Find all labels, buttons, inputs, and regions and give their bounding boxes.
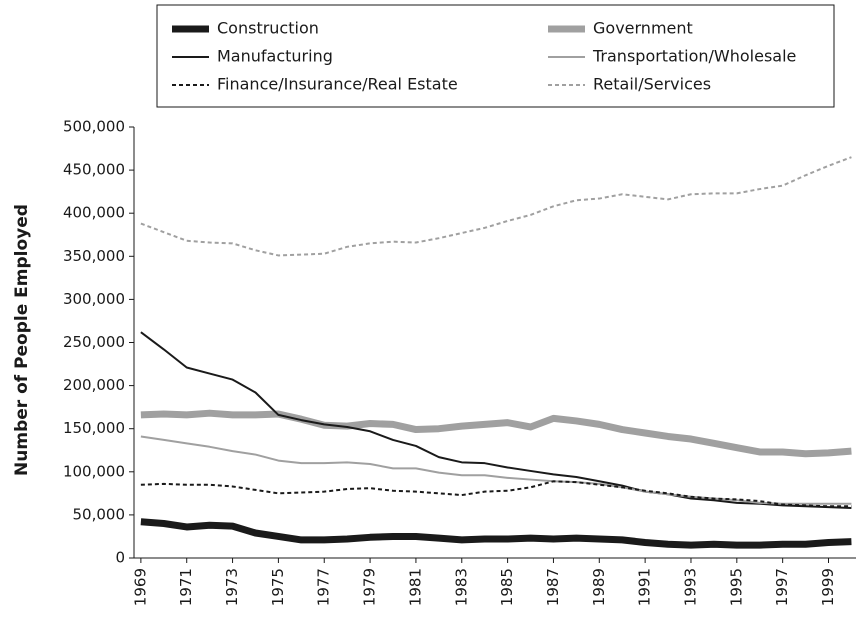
series-line <box>140 156 852 257</box>
x-tick-label: 1993 <box>681 568 699 606</box>
x-tick-label: 1991 <box>636 568 654 606</box>
y-axis-label: Number of People Employed <box>12 204 32 476</box>
legend-label: Finance/Insurance/Real Estate <box>217 75 458 94</box>
x-tick-label: 1977 <box>315 568 333 606</box>
x-tick-label: 1979 <box>361 568 379 606</box>
legend-label: Manufacturing <box>217 47 333 66</box>
series-line <box>140 331 852 509</box>
x-tick-label: 1981 <box>406 568 424 606</box>
y-tick-label: 500,000 <box>63 118 125 136</box>
x-tick-label: 1999 <box>819 568 837 606</box>
series-line <box>140 480 852 508</box>
legend-label: Government <box>593 19 693 38</box>
x-tick-label: 1985 <box>498 568 516 606</box>
legend-label: Retail/Services <box>593 75 711 94</box>
y-tick-label: 450,000 <box>63 161 125 179</box>
legend-label: Construction <box>217 19 319 38</box>
y-tick-label: 100,000 <box>63 462 125 480</box>
x-tick-label: 1973 <box>223 568 241 606</box>
x-tick-label: 1983 <box>452 568 470 606</box>
y-tick-label: 150,000 <box>63 419 125 437</box>
x-tick-label: 1995 <box>727 568 745 606</box>
x-tick-label: 1987 <box>544 568 562 606</box>
x-tick-label: 1969 <box>131 568 149 606</box>
legend-box <box>156 4 835 108</box>
legend-label: Transportation/Wholesale <box>592 47 796 66</box>
x-tick-label: 1997 <box>773 568 791 606</box>
series-line <box>140 409 852 458</box>
x-tick-label: 1971 <box>177 568 195 606</box>
y-tick-label: 200,000 <box>63 376 125 394</box>
x-tick-label: 1975 <box>269 568 287 606</box>
y-tick-label: 0 <box>115 549 125 567</box>
x-tick-label: 1989 <box>590 568 608 606</box>
y-tick-label: 250,000 <box>63 333 125 351</box>
y-tick-label: 300,000 <box>63 290 125 308</box>
y-tick-label: 400,000 <box>63 204 125 222</box>
y-tick-label: 50,000 <box>73 505 126 523</box>
series-line <box>140 518 852 549</box>
y-tick-label: 350,000 <box>63 247 125 265</box>
